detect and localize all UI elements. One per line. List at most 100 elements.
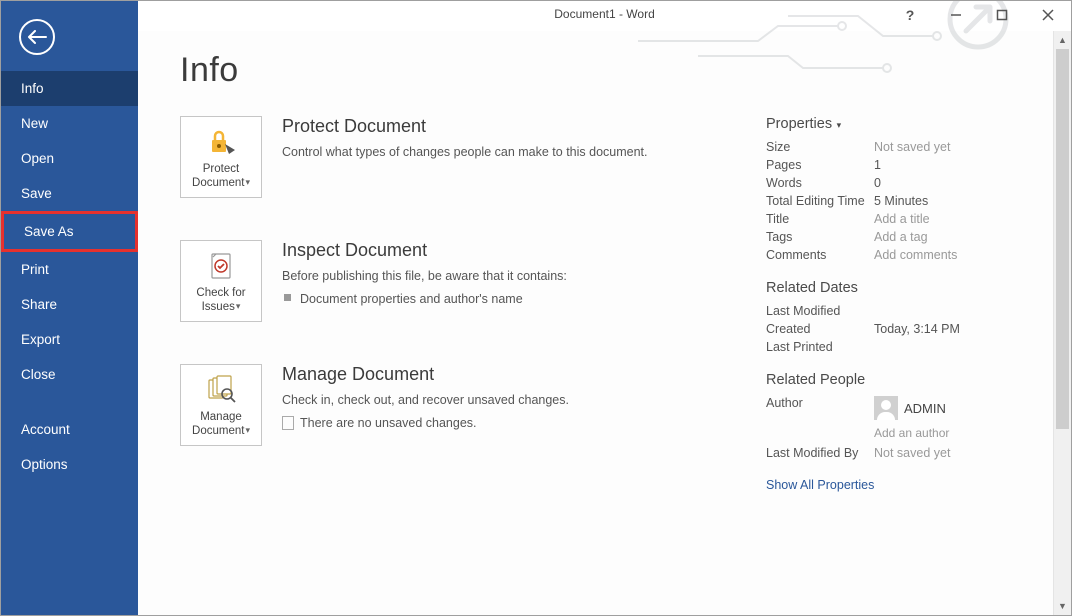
related-people-heading: Related People [766,372,1045,388]
close-button[interactable] [1025,1,1071,29]
prop-row-created: CreatedToday, 3:14 PM [766,322,1045,336]
button-label: Document [192,425,244,437]
manage-document-button[interactable]: Manage Document ▾ [180,364,262,446]
prop-key: Tags [766,230,874,244]
prop-value: 5 Minutes [874,194,928,208]
prop-row-last-modified: Last Modified [766,304,1045,318]
sidebar-item-save[interactable]: Save [1,176,138,211]
sidebar-item-label: Print [21,262,49,277]
prop-key: Size [766,140,874,154]
sidebar-item-label: Save [21,186,52,201]
prop-value: Not saved yet [874,446,950,460]
page-title: Info [180,51,1045,90]
button-label: Protect [203,163,239,175]
help-button[interactable]: ? [887,1,933,29]
chevron-down-icon: ▾ [245,177,250,188]
sidebar-item-label: Options [21,457,68,472]
prop-row-last-modified-by: Last Modified By Not saved yet [766,446,1045,460]
sidebar-item-label: New [21,116,48,131]
section-inspect-document: Check for Issues ▾ Inspect Document Befo… [180,240,740,322]
maximize-button[interactable] [979,1,1025,29]
sidebar-item-share[interactable]: Share [1,287,138,322]
sidebar-item-label: Share [21,297,57,312]
show-all-properties-link[interactable]: Show All Properties [766,478,874,492]
prop-value: 1 [874,158,881,172]
prop-row-pages: Pages1 [766,158,1045,172]
chevron-down-icon: ▾ [834,120,841,130]
prop-row-tags: TagsAdd a tag [766,230,1045,244]
related-dates-heading: Related Dates [766,280,1045,296]
inspect-bullet: Document properties and author's name [282,290,567,308]
sidebar-item-label: Save As [24,224,74,239]
prop-key: Author [766,396,874,410]
sidebar-item-label: Info [21,81,44,96]
title-bar: Document1 - Word [138,1,1071,31]
note-text: There are no unsaved changes. [300,416,477,430]
sidebar-item-info[interactable]: Info [1,71,138,106]
section-description: Check in, check out, and recover unsaved… [282,391,569,409]
chevron-down-icon: ▾ [236,301,241,312]
close-icon [1042,9,1054,21]
back-button[interactable] [19,19,55,55]
prop-value[interactable]: Add comments [874,248,957,262]
document-icon [282,416,294,430]
prop-key: Last Modified By [766,446,874,460]
sidebar-item-open[interactable]: Open [1,141,138,176]
prop-key: Words [766,176,874,190]
prop-value[interactable]: Add a title [874,212,930,226]
app-window: Info New Open Save Save As Print Share E… [0,0,1072,616]
author-name: ADMIN [904,401,946,416]
section-description: Control what types of changes people can… [282,143,648,161]
prop-key: Pages [766,158,874,172]
sidebar-item-account[interactable]: Account [1,412,138,447]
minimize-button[interactable] [933,1,979,29]
vertical-scrollbar[interactable]: ▲ ▼ [1053,31,1071,615]
sidebar-item-label: Account [21,422,70,437]
prop-row-size: SizeNot saved yet [766,140,1045,154]
bullet-text: Document properties and author's name [300,292,523,306]
backstage-main: Document1 - Word [138,1,1071,615]
checklist-icon [206,248,236,284]
section-heading: Protect Document [282,116,648,137]
prop-row-editing-time: Total Editing Time5 Minutes [766,194,1045,208]
prop-key: Created [766,322,874,336]
section-heading: Inspect Document [282,240,567,261]
prop-key: Last Printed [766,340,874,354]
sidebar-item-options[interactable]: Options [1,447,138,482]
sidebar-item-close[interactable]: Close [1,357,138,392]
sidebar-item-label: Open [21,151,54,166]
properties-panel: Properties ▾ SizeNot saved yet Pages1 Wo… [760,116,1045,492]
avatar-icon [874,396,898,420]
prop-value: Today, 3:14 PM [874,322,960,336]
prop-row-comments: CommentsAdd comments [766,248,1045,262]
backstage-sidebar: Info New Open Save Save As Print Share E… [1,1,138,615]
scrollbar-thumb[interactable] [1056,49,1069,429]
documents-magnify-icon [205,372,237,408]
scroll-down-button[interactable]: ▼ [1054,597,1071,615]
prop-value[interactable]: Add a tag [874,230,928,244]
protect-document-button[interactable]: Protect Document ▾ [180,116,262,198]
sidebar-item-label: Export [21,332,60,347]
sidebar-item-label: Close [21,367,56,382]
button-label: Issues [202,301,235,313]
check-for-issues-button[interactable]: Check for Issues ▾ [180,240,262,322]
add-author-link[interactable]: Add an author [874,426,949,440]
sidebar-item-export[interactable]: Export [1,322,138,357]
back-arrow-icon [27,30,47,44]
sidebar-item-new[interactable]: New [1,106,138,141]
sidebar-item-save-as[interactable]: Save As [1,211,138,252]
prop-row-words: Words0 [766,176,1045,190]
lock-icon [205,124,237,160]
prop-key: Last Modified [766,304,874,318]
sidebar-item-print[interactable]: Print [1,252,138,287]
properties-heading[interactable]: Properties ▾ [766,116,1045,132]
scroll-up-button[interactable]: ▲ [1054,31,1071,49]
info-sections: Protect Document ▾ Protect Document Cont… [180,116,740,492]
properties-heading-text: Properties [766,116,832,132]
prop-row-author: Author ADMIN Add an author [766,396,1045,440]
section-heading: Manage Document [282,364,569,385]
square-bullet-icon [284,294,291,301]
button-label: Document [192,177,244,189]
prop-key: Title [766,212,874,226]
prop-value: 0 [874,176,881,190]
